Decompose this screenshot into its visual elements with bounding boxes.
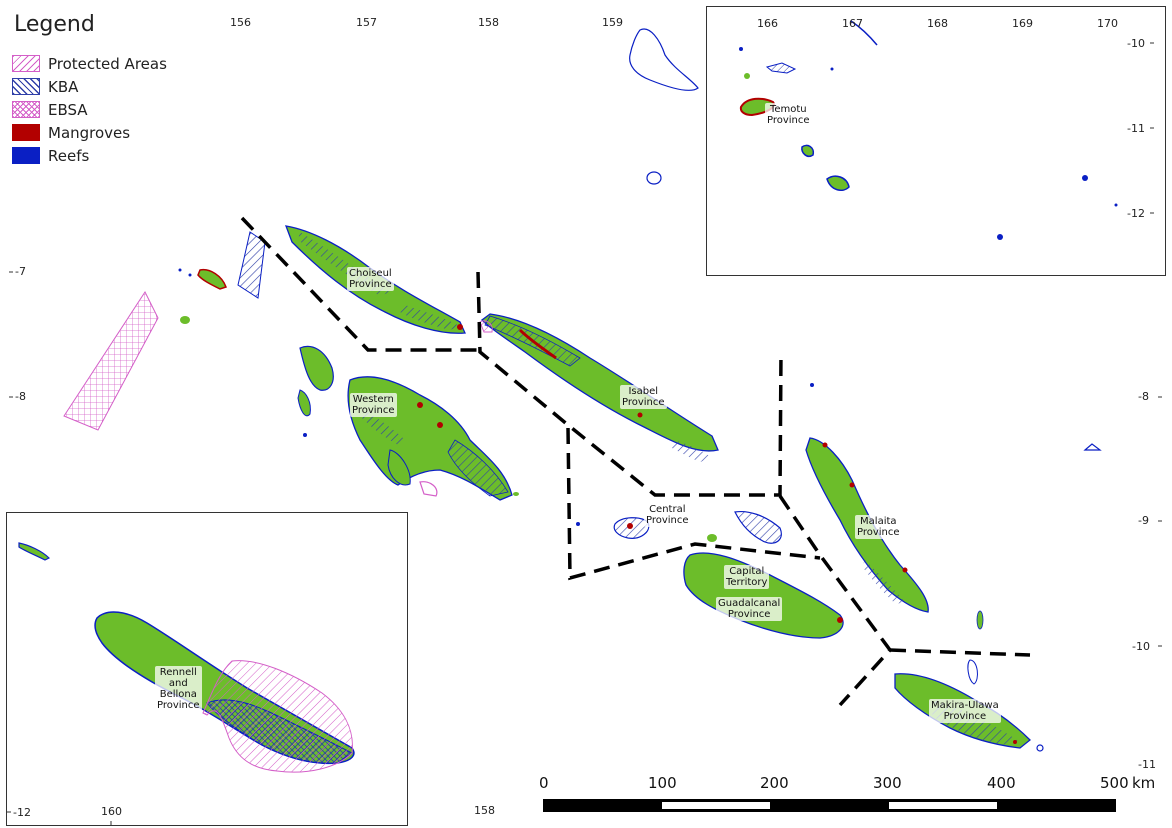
central-islands [576,510,782,544]
ebsa-area [63,290,159,431]
legend-label: Protected Areas [48,54,167,73]
label-temotu: Temotu Province [765,103,812,127]
shortland-islands [178,231,266,324]
label-line: Province [352,405,395,416]
lat-tick-right-9: -9 [1138,514,1149,527]
mangroves-swatch [12,124,40,141]
label-line: Guadalcanal [718,598,781,609]
temotu-lon-170: 170 [1097,17,1118,30]
legend-label: Reefs [48,146,90,165]
legend-item-ebsa: EBSA [12,98,167,121]
rennell-lon-160: 160 [101,805,122,818]
label-line: Central [649,504,686,515]
kba-swatch [12,78,40,95]
label-line: Malaita [860,516,897,527]
scale-label-100: 100 [648,774,677,792]
scale-bar-segment [662,802,770,809]
scale-label-200: 200 [760,774,789,792]
label-line: Makira-Ulawa [931,700,999,711]
inset-temotu: 166 167 168 169 170 -10 -11 -12 Temotu P… [706,6,1166,276]
lon-tick-159: 159 [602,16,623,29]
temotu-lon-167: 167 [842,17,863,30]
guadalcanal-island [683,552,844,639]
label-choiseul: Choiseul Province [347,267,394,291]
legend-label: EBSA [48,100,88,119]
scale-label-400: 400 [987,774,1016,792]
lat-tick-left-7: -7 [15,265,26,278]
label-rennell: Rennell and Bellona Province [155,666,202,712]
lat-tick-right-11: -11 [1138,758,1156,771]
lat-tick-right-10: -10 [1132,640,1150,653]
legend-item-kba: KBA [12,75,167,98]
malaita-island [805,383,984,630]
temotu-lat-11: -11 [1127,122,1145,135]
label-line: Province [767,115,810,126]
scale-unit: km [1132,774,1156,792]
scale-label-0: 0 [539,774,549,792]
label-line: Capital [729,566,765,577]
province-boundaries [240,216,1031,707]
temotu-lon-166: 166 [757,17,778,30]
protected-areas-swatch [12,55,40,72]
ebsa-swatch [12,101,40,118]
lon-tick-158-bottom: 158 [474,804,495,817]
label-line: Province [622,397,665,408]
legend-item-reefs: Reefs [12,144,167,167]
lat-tick-left-8: -8 [15,390,26,403]
label-line: Isabel [628,386,659,397]
scale-label-300: 300 [873,774,902,792]
label-line: Western [352,394,394,405]
reefs-swatch [12,147,40,164]
label-line: Temotu [769,104,807,115]
legend-label: Mangroves [48,123,131,142]
lon-tick-156: 156 [230,16,251,29]
label-line: Province [157,700,200,711]
legend-item-protected-areas: Protected Areas [12,52,167,75]
label-line: and [168,678,188,689]
inset-temotu-map [739,20,1154,240]
legend-title: Legend [14,12,95,37]
label-line: Rennell [159,667,197,678]
label-line: Province [349,279,392,290]
label-isabel: Isabel Province [620,385,667,409]
label-line: Province [727,609,771,620]
label-line: Province [646,515,689,526]
lon-tick-158: 158 [478,16,499,29]
label-line: Bellona [159,689,197,700]
label-makira: Makira-Ulawa Province [929,699,1001,723]
scale-bar [543,799,1116,812]
western-islands [297,345,519,501]
label-line: Province [857,527,900,538]
label-capital: Capital Territory [724,565,770,589]
label-malaita: Malaita Province [855,515,902,539]
legend: Protected Areas KBA EBSA Mangroves Reefs [12,52,167,167]
atoll-ontong-java [629,28,699,92]
scale-bar-segment [889,802,997,809]
rennell-lat-12: -12 [13,806,31,819]
reef-east [1083,443,1102,451]
label-central: Central Province [644,503,691,527]
lat-tick-right-8: -8 [1138,390,1149,403]
label-line: Province [943,711,987,722]
temotu-lat-10: -10 [1127,37,1145,50]
temotu-lon-169: 169 [1012,17,1033,30]
label-line: Choiseul [349,268,392,279]
temotu-lat-12: -12 [1127,207,1145,220]
legend-label: KBA [48,77,79,96]
label-guadalcanal: Guadalcanal Province [716,597,783,621]
label-western: Western Province [350,393,397,417]
lon-tick-157: 157 [356,16,377,29]
inset-rennell-map [7,542,355,825]
main-axis-ticks [9,271,1162,647]
legend-item-mangroves: Mangroves [12,121,167,144]
inset-rennell: -12 160 Rennell and Bellona Province [6,512,408,826]
temotu-lon-168: 168 [927,17,948,30]
scale-label-500: 500 [1100,774,1129,792]
atoll-small [646,171,662,185]
isabel-island [479,313,719,462]
label-line: Territory [726,577,768,588]
